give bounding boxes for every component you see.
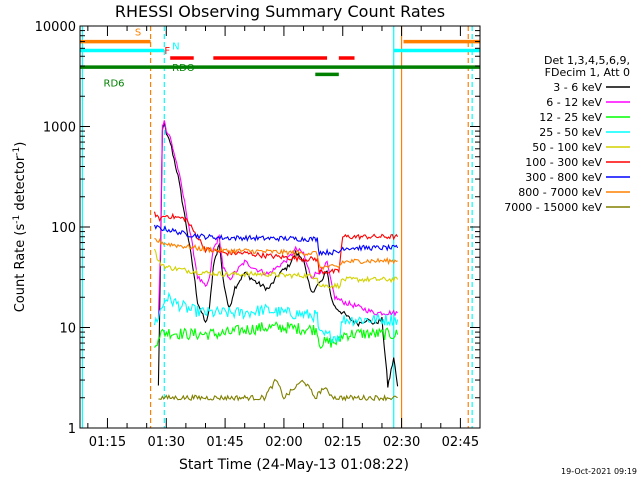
flag-label-n: N xyxy=(172,42,179,53)
y-axis-title-sup1: -1 xyxy=(12,215,22,224)
series-line-7000-15000kev xyxy=(158,378,398,402)
x-tick-label: 02:30 xyxy=(383,435,420,450)
x-axis-title: Start Time (24-May-13 01:08:22) xyxy=(179,457,409,473)
legend-header-line: Det 1,3,4,5,6,9, xyxy=(544,54,630,67)
series-line-25-50kev xyxy=(153,291,399,343)
legend-entry-label: 6 - 12 keV xyxy=(546,96,602,109)
y-axis-title-sup2: -1 xyxy=(12,147,22,156)
y-axis-title: Count Rate (s-1 detector-1) xyxy=(12,142,28,313)
legend: Det 1,3,4,5,6,9,FDecim 1, Att 0 3 - 6 keV… xyxy=(504,54,630,214)
series-line-12-25kev xyxy=(154,321,399,350)
y-tick-label: 100 xyxy=(51,221,76,236)
legend-entry-label: 50 - 100 keV xyxy=(532,141,602,154)
y-tick-label: 1000 xyxy=(43,121,76,136)
x-tick-label: 01:15 xyxy=(89,435,126,450)
y-axis-title-part3: ) xyxy=(13,142,28,147)
y-axis-title-part2: detector xyxy=(13,155,28,215)
plot-area xyxy=(80,26,480,428)
x-tick-label: 02:15 xyxy=(324,435,361,450)
flag-label-f: F xyxy=(164,46,170,57)
x-tick-label: 01:45 xyxy=(206,435,243,450)
legend-entry-label: 300 - 800 keV xyxy=(525,171,602,184)
flag-label-s: S xyxy=(135,28,141,39)
legend-entry-label: 100 - 300 keV xyxy=(525,156,602,169)
series-line-100-300kev xyxy=(153,211,399,275)
legend-entry-label: 7000 - 15000 keV xyxy=(504,201,602,214)
y-tick-label: 10 xyxy=(59,322,76,337)
series-line-50-100kev xyxy=(153,248,399,290)
x-tick-label: 02:45 xyxy=(442,435,479,450)
plot-frame xyxy=(79,25,481,429)
y-tick-label: 10000 xyxy=(35,20,76,35)
flag-label-rdo: RDO xyxy=(172,63,195,74)
y-axis-title-part1: Count Rate (s xyxy=(13,224,28,313)
x-tick-label: 02:00 xyxy=(265,435,302,450)
axes: 1 10 100 1000 10000 01:15 01:30 01:45 02:00 02:15… xyxy=(35,20,481,450)
series-line-6-12kev xyxy=(157,120,398,319)
y-tick-label: 1 xyxy=(68,422,76,437)
legend-entry-label: 3 - 6 keV xyxy=(553,81,602,94)
chart-title: RHESSI Observing Summary Count Rates xyxy=(115,2,445,21)
legend-entry-label: 800 - 7000 keV xyxy=(518,186,602,199)
y-axis-title-text: Count Rate (s-1 detector-1) xyxy=(12,142,28,313)
series-line-800-7000kev xyxy=(154,237,398,271)
legend-header-line: FDecim 1, Att 0 xyxy=(545,66,630,79)
x-tick-label: 01:30 xyxy=(148,435,185,450)
footer-timestamp: 19-Oct-2021 09:19 xyxy=(561,467,637,476)
flag-label-rd6: RD6 xyxy=(104,78,125,89)
legend-entry-label: 12 - 25 keV xyxy=(539,111,602,124)
series-line-300-800kev xyxy=(153,224,399,257)
legend-entry-label: 25 - 50 keV xyxy=(539,126,602,139)
